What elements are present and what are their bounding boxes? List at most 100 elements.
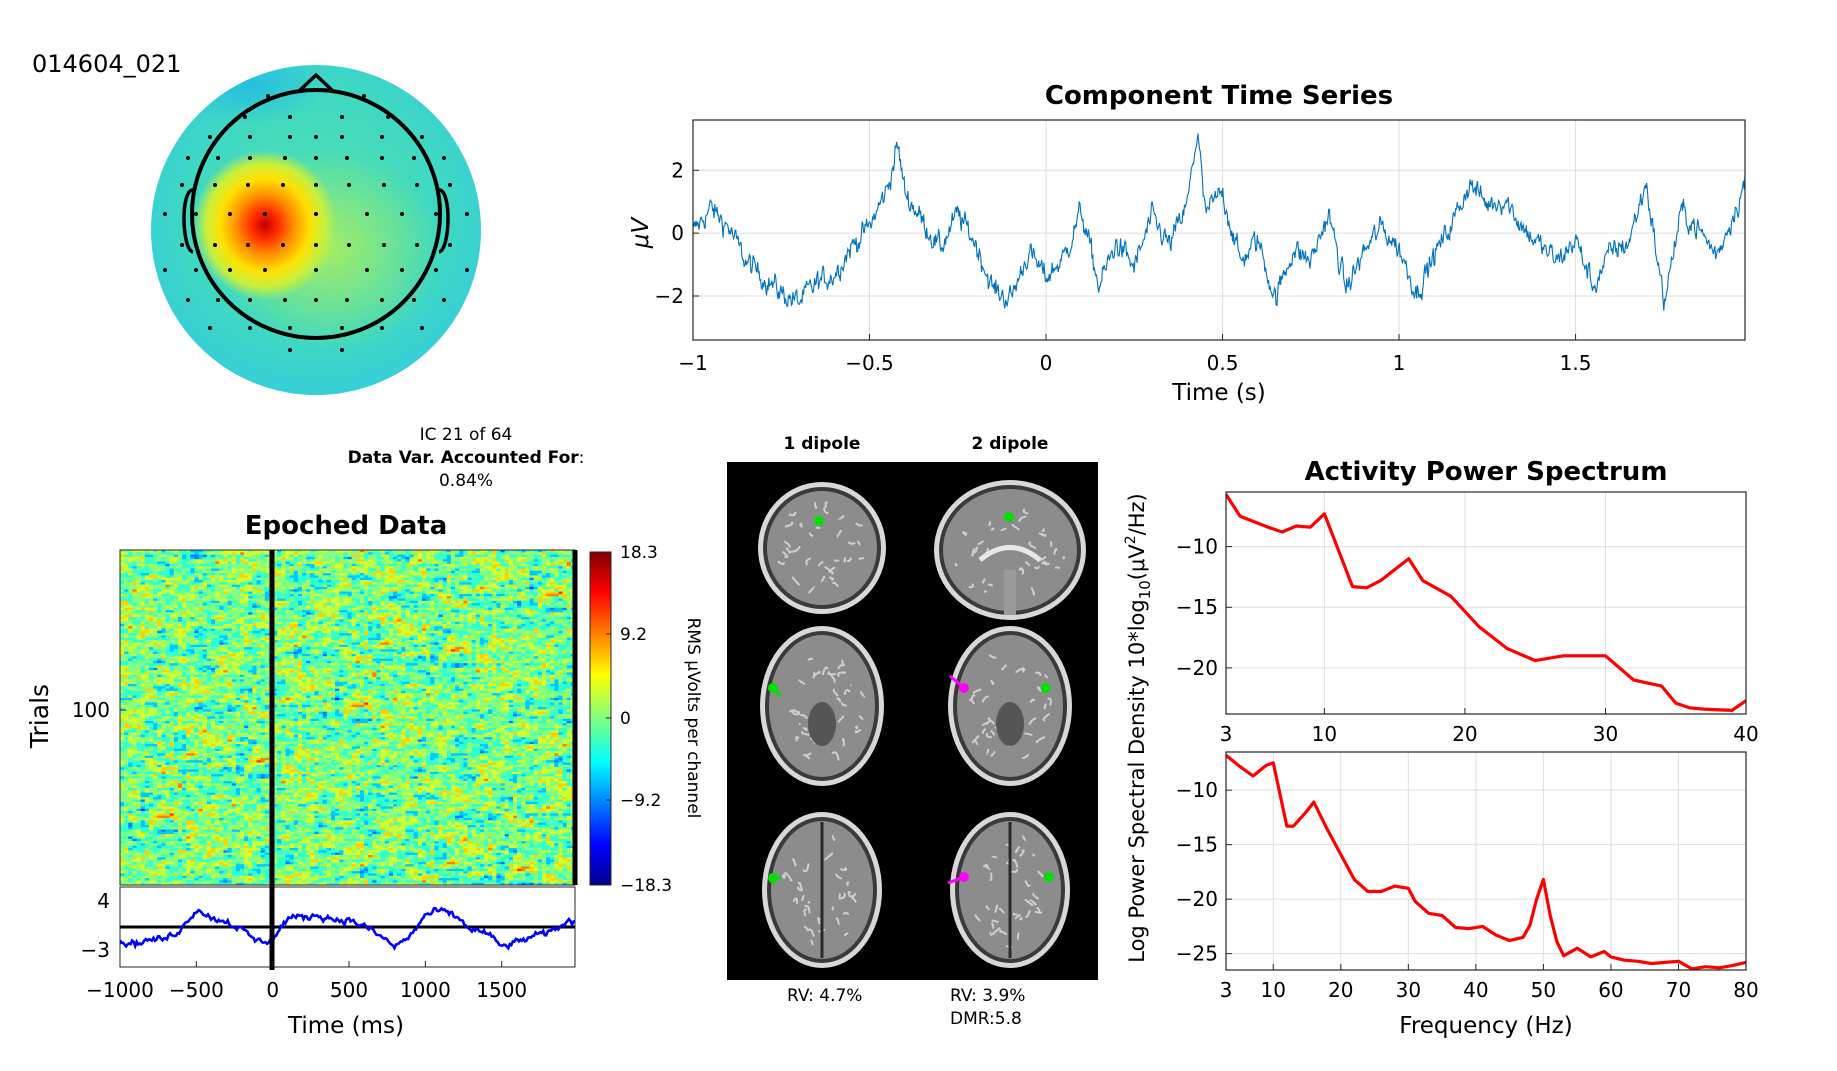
x-tick-label: 40 xyxy=(1733,722,1758,746)
x-tick-label: 50 xyxy=(1531,978,1556,1002)
gyrus xyxy=(1016,932,1020,940)
mri-slices xyxy=(758,480,1086,968)
brain-tissue xyxy=(767,491,877,605)
electrode-dot xyxy=(347,183,351,187)
gyrus xyxy=(1041,562,1050,565)
gyrus xyxy=(835,917,840,925)
electrode-dot xyxy=(448,243,452,247)
gyrus xyxy=(791,711,801,716)
gyrus xyxy=(832,688,839,697)
gyrus xyxy=(792,897,797,902)
ic-number: IC 21 of 64 xyxy=(420,425,513,445)
electrode-dot xyxy=(340,115,344,119)
electrode-dot xyxy=(288,326,292,330)
x-tick-label: 3 xyxy=(1220,722,1233,746)
gyrus xyxy=(828,566,836,574)
gyrus xyxy=(797,885,803,892)
gyrus xyxy=(1053,547,1058,555)
gyrus xyxy=(968,698,976,705)
gyrus xyxy=(838,893,841,899)
gyrus xyxy=(1019,916,1023,921)
time-series-chart: Component Time Series −1 −0.5 0 0.5 1 1.5 2 0 −2… xyxy=(628,81,1746,406)
gyrus xyxy=(1035,736,1046,744)
gyrus xyxy=(785,872,793,882)
gyrus xyxy=(981,578,986,584)
gyrus xyxy=(1032,853,1036,857)
time-series-series xyxy=(693,133,1745,311)
electrode-dot xyxy=(314,183,318,187)
gyrus xyxy=(858,556,865,560)
gyrus xyxy=(801,894,805,902)
electrode-dot xyxy=(163,212,167,216)
electrode-dot xyxy=(248,298,252,302)
gyrus xyxy=(799,523,804,528)
electrode-dot xyxy=(283,298,287,302)
dipole-marker xyxy=(1004,512,1014,522)
gyrus xyxy=(985,748,990,755)
gyrus xyxy=(799,714,809,720)
gyrus xyxy=(972,688,982,695)
x-tick-label: 1000 xyxy=(400,978,451,1002)
variance-label: Data Var. Accounted For: xyxy=(348,448,585,468)
electrode-dot xyxy=(216,156,220,160)
dipole-marker xyxy=(959,683,969,693)
electrode-dot xyxy=(186,156,190,160)
gyrus xyxy=(983,864,991,871)
electrode-dot xyxy=(163,268,167,272)
gyrus xyxy=(856,540,861,546)
gyrus xyxy=(971,548,977,557)
component-id: 014604_021 xyxy=(32,50,181,78)
electrode-dot xyxy=(208,135,212,139)
gyrus xyxy=(824,852,834,861)
x-tick-label: 1500 xyxy=(476,978,527,1002)
gyrus xyxy=(1018,567,1022,571)
gyrus xyxy=(1012,912,1018,916)
gyrus xyxy=(812,672,816,679)
gyrus xyxy=(985,905,990,911)
gyrus xyxy=(992,927,1001,936)
x-tick-label: −1 xyxy=(678,351,707,375)
gyrus xyxy=(1019,566,1025,576)
electrode-dot xyxy=(208,326,212,330)
electrode-dot xyxy=(340,326,344,330)
electrode-dot xyxy=(415,243,419,247)
gyrus xyxy=(843,557,847,563)
x-tick-label: 20 xyxy=(1452,722,1477,746)
x-tick-label: −1000 xyxy=(86,978,154,1002)
gyrus xyxy=(802,726,808,731)
gyrus xyxy=(793,545,801,553)
gyrus xyxy=(971,735,980,744)
x-tick-label: 40 xyxy=(1463,978,1488,1002)
gyrus xyxy=(1028,717,1037,726)
epoched-data-ylabel: Trials xyxy=(25,684,54,749)
dipole-rv1: RV: 4.7% xyxy=(787,986,862,1006)
gyrus xyxy=(1021,834,1027,842)
colorbar-tick-label: −9.2 xyxy=(620,791,661,811)
gyrus xyxy=(989,679,995,685)
electrode-dot xyxy=(362,94,366,98)
gyrus xyxy=(988,520,992,526)
gyrus xyxy=(807,586,816,594)
electrode-dot xyxy=(263,268,267,272)
gyrus xyxy=(1030,587,1036,596)
dipole-marker xyxy=(768,683,778,693)
gyrus xyxy=(1011,523,1020,531)
gyrus xyxy=(824,565,834,575)
gyrus xyxy=(974,740,979,745)
spectrum-xlabel: Frequency (Hz) xyxy=(1399,1013,1572,1039)
gyrus xyxy=(1024,880,1031,887)
gyrus xyxy=(990,922,995,930)
dipole-panel: 1 dipole 2 dipole RV: 4.7% RV: 3.9% DMR:… xyxy=(727,434,1098,1029)
electrode-dot xyxy=(314,156,318,160)
electrode-dot xyxy=(400,268,404,272)
gyrus xyxy=(830,674,836,683)
time-series-axes-frame xyxy=(692,119,1746,341)
gyrus xyxy=(983,590,987,594)
spectrum2-frame xyxy=(1225,751,1747,971)
electrode-dot xyxy=(382,243,386,247)
gyrus xyxy=(846,881,850,887)
electrode-dot xyxy=(288,348,292,352)
epoched-data-ticks: −1000 −500 0 500 1000 1500 100 4 −3 xyxy=(72,698,527,1002)
gyrus xyxy=(1011,858,1019,868)
